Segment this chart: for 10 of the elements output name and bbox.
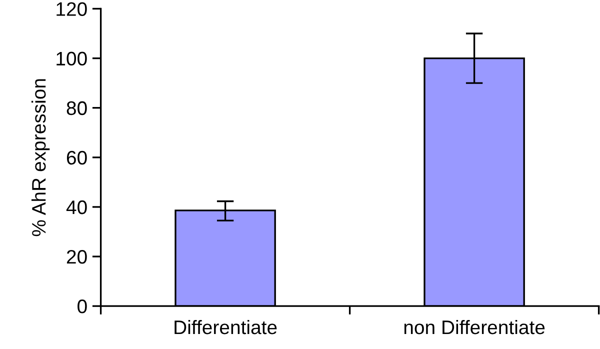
y-tick-label: 20	[66, 250, 87, 264]
y-tick-label: 100	[56, 52, 87, 66]
y-tick-label: 40	[66, 200, 87, 214]
y-tick-label: 80	[66, 101, 87, 116]
y-tick-label: 60	[66, 150, 87, 165]
x-tick-label: non Differentiate	[404, 320, 545, 334]
x-tick-label: Differentiate	[174, 320, 277, 334]
y-axis-title: % AhR expression	[31, 79, 50, 236]
y-tick-label: 0	[78, 300, 87, 314]
y-tick-label: 120	[56, 2, 87, 16]
